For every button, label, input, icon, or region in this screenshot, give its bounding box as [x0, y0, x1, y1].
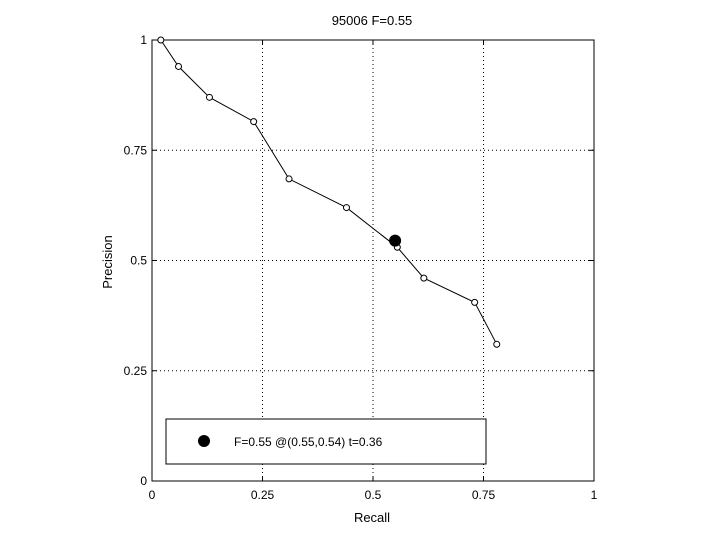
y-tick-label: 0.5	[130, 254, 147, 268]
grid	[152, 40, 594, 481]
x-tick-label: 0	[149, 488, 156, 502]
x-tick-label: 0.75	[472, 488, 496, 502]
x-tick-label: 0.25	[251, 488, 275, 502]
data-point	[285, 175, 293, 183]
data-point	[420, 274, 428, 282]
tick-labels: 0 0.25 0.5 0.75 1 0 0.25 0.5 0.75 1	[124, 33, 598, 502]
y-tick-label: 0	[140, 474, 147, 488]
legend-box	[165, 418, 487, 465]
x-axis-label: Recall	[354, 510, 390, 525]
legend-text: F=0.55 @(0.55,0.54) t=0.36	[234, 435, 383, 449]
series-line	[160, 39, 498, 345]
f-measure-point	[389, 234, 402, 247]
y-tick-label: 1	[140, 33, 147, 47]
legend: F=0.55 @(0.55,0.54) t=0.36	[165, 418, 487, 465]
series-group	[157, 36, 501, 348]
chart-title: 95006 F=0.55	[332, 13, 413, 28]
data-point	[342, 204, 350, 212]
data-point	[205, 93, 213, 101]
data-point	[250, 118, 258, 126]
x-tick-label: 0.5	[365, 488, 382, 502]
y-tick-label: 0.25	[124, 364, 148, 378]
plot-frame	[151, 39, 595, 482]
data-point	[157, 36, 165, 44]
y-axis-label: Precision	[100, 235, 115, 288]
data-point	[493, 340, 501, 348]
x-tick-label: 1	[591, 488, 598, 502]
data-point	[471, 298, 479, 306]
y-tick-label: 0.75	[124, 143, 148, 157]
data-point	[175, 62, 183, 70]
legend-marker	[198, 435, 210, 447]
